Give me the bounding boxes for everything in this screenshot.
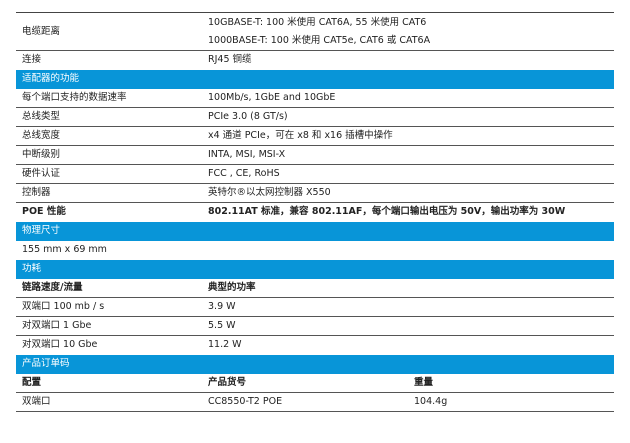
row-value: 802.11AT 标准，兼容 802.11AF，每个端口输出电压为 50V，输出… bbox=[208, 206, 566, 217]
order-config: 双端口 bbox=[22, 396, 51, 407]
row-value: 5.5 W bbox=[208, 320, 236, 331]
section-header-order: 产品订单码 bbox=[16, 355, 614, 374]
row-value: 1000BASE-T: 100 米使用 CAT5e, CAT6 或 CAT6A bbox=[208, 35, 431, 46]
row-value: PCIe 3.0 (8 GT/s) bbox=[208, 111, 288, 122]
column-header: 配置 bbox=[22, 377, 42, 388]
row-value: RJ45 铜缆 bbox=[208, 54, 252, 65]
table-row: 双端口 CC8550-T2 POE 104.4g bbox=[16, 393, 614, 412]
table-row: 总线类型 PCIe 3.0 (8 GT/s) bbox=[16, 108, 614, 127]
row-value: 11.2 W bbox=[208, 339, 242, 350]
table-row: 155 mm x 69 mm bbox=[16, 241, 614, 260]
row-value: x4 通道 PCIe，可在 x8 和 x16 插槽中操作 bbox=[208, 130, 393, 141]
table-row: POE 性能 802.11AT 标准，兼容 802.11AF，每个端口输出电压为 … bbox=[16, 203, 614, 222]
row-label: 双端口 100 mb / s bbox=[22, 301, 105, 312]
row-value: 3.9 W bbox=[208, 301, 236, 312]
row-label: 对双端口 10 Gbe bbox=[22, 339, 98, 350]
order-weight: 104.4g bbox=[414, 396, 448, 407]
table-row: 对双端口 1 Gbe 5.5 W bbox=[16, 317, 614, 336]
section-header-dimensions: 物理尺寸 bbox=[16, 222, 614, 241]
section-title: 物理尺寸 bbox=[22, 225, 61, 236]
table-row: 连接 RJ45 铜缆 bbox=[16, 51, 614, 70]
row-label: 硬件认证 bbox=[22, 168, 61, 179]
row-value: 100Mb/s, 1GbE and 10GbE bbox=[208, 92, 336, 103]
row-label: 电缆距离 bbox=[22, 26, 61, 37]
section-title: 产品订单码 bbox=[22, 358, 70, 369]
section-header-power: 功耗 bbox=[16, 260, 614, 279]
row-label: 总线类型 bbox=[22, 111, 61, 122]
table-row: 控制器 英特尔®以太网控制器 X550 bbox=[16, 184, 614, 203]
row-label: 连接 bbox=[22, 54, 42, 65]
row-label: POE 性能 bbox=[22, 206, 66, 217]
column-header: 产品货号 bbox=[208, 377, 247, 388]
dimensions-value: 155 mm x 69 mm bbox=[22, 244, 107, 255]
table-row: 双端口 100 mb / s 3.9 W bbox=[16, 298, 614, 317]
table-row: 硬件认证 FCC , CE, RoHS bbox=[16, 165, 614, 184]
row-label: 控制器 bbox=[22, 187, 51, 198]
row-label: 中断级别 bbox=[22, 149, 61, 160]
table-row: 每个端口支持的数据速率 100Mb/s, 1GbE and 10GbE bbox=[16, 89, 614, 108]
section-title: 功耗 bbox=[22, 263, 42, 274]
column-header: 重量 bbox=[414, 377, 434, 388]
table-row: 对双端口 10 Gbe 11.2 W bbox=[16, 336, 614, 355]
row-value: INTA, MSI, MSI-X bbox=[208, 149, 286, 160]
spec-table: 电缆距离 10GBASE-T: 100 米使用 CAT6A, 55 米使用 CA… bbox=[16, 12, 614, 412]
row-value: FCC , CE, RoHS bbox=[208, 168, 280, 179]
section-header-adapter: 适配器的功能 bbox=[16, 70, 614, 89]
table-row: 总线宽度 x4 通道 PCIe，可在 x8 和 x16 插槽中操作 bbox=[16, 127, 614, 146]
table-row: 中断级别 INTA, MSI, MSI-X bbox=[16, 146, 614, 165]
row-label: 对双端口 1 Gbe bbox=[22, 320, 92, 331]
table-header-row: 配置 产品货号 重量 bbox=[16, 374, 614, 393]
section-title: 适配器的功能 bbox=[22, 73, 80, 84]
order-part-number: CC8550-T2 POE bbox=[208, 396, 283, 407]
column-header: 链路速度/流量 bbox=[22, 282, 83, 293]
row-label: 每个端口支持的数据速率 bbox=[22, 92, 127, 103]
row-value: 英特尔®以太网控制器 X550 bbox=[208, 187, 331, 198]
column-header: 典型的功率 bbox=[208, 282, 256, 293]
row-label: 总线宽度 bbox=[22, 130, 61, 141]
table-header-row: 链路速度/流量 典型的功率 bbox=[16, 279, 614, 298]
table-row: 电缆距离 10GBASE-T: 100 米使用 CAT6A, 55 米使用 CA… bbox=[16, 13, 614, 51]
row-value: 10GBASE-T: 100 米使用 CAT6A, 55 米使用 CAT6 bbox=[208, 17, 427, 28]
